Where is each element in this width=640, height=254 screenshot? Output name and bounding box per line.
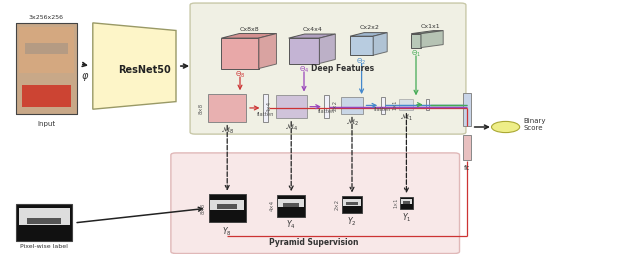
Bar xyxy=(16,23,77,114)
Polygon shape xyxy=(289,34,335,38)
Bar xyxy=(346,202,358,205)
Bar xyxy=(16,204,72,241)
Text: Cx1x1: Cx1x1 xyxy=(420,24,440,29)
Bar xyxy=(426,99,429,110)
Bar xyxy=(381,97,385,114)
Text: Cx2x2: Cx2x2 xyxy=(359,25,380,30)
Polygon shape xyxy=(319,34,335,64)
Bar xyxy=(19,27,74,73)
Text: $\mathcal{M}_1$: $\mathcal{M}_1$ xyxy=(400,112,413,123)
Polygon shape xyxy=(412,31,443,34)
Circle shape xyxy=(492,121,520,133)
Bar xyxy=(400,197,413,209)
Polygon shape xyxy=(221,38,259,69)
Polygon shape xyxy=(421,31,443,48)
Bar xyxy=(341,97,364,114)
Bar xyxy=(276,95,307,118)
Bar xyxy=(263,94,268,122)
Polygon shape xyxy=(350,33,387,36)
Text: $\mathcal{M}_2$: $\mathcal{M}_2$ xyxy=(346,116,358,128)
Bar xyxy=(278,199,304,207)
Text: Binary
Score: Binary Score xyxy=(524,118,546,131)
Text: $\mathcal{M}_8$: $\mathcal{M}_8$ xyxy=(221,125,234,136)
Bar xyxy=(217,204,237,209)
Text: 1×1: 1×1 xyxy=(392,100,397,110)
Polygon shape xyxy=(412,34,421,48)
Bar xyxy=(463,135,471,160)
Bar xyxy=(399,99,413,110)
Bar xyxy=(463,93,471,126)
Bar xyxy=(342,196,362,213)
Bar xyxy=(16,23,77,114)
Text: 4×4: 4×4 xyxy=(267,101,272,112)
Text: 3x256x256: 3x256x256 xyxy=(29,15,64,20)
Text: $\Theta_4$: $\Theta_4$ xyxy=(299,65,309,75)
Polygon shape xyxy=(93,23,176,109)
Bar xyxy=(22,85,71,107)
Text: Cx4x4: Cx4x4 xyxy=(302,27,323,32)
Text: $Y_8$: $Y_8$ xyxy=(222,226,232,238)
Text: Cx8x8: Cx8x8 xyxy=(240,27,259,32)
Text: $Y_2$: $Y_2$ xyxy=(348,215,356,228)
Bar xyxy=(277,195,305,216)
Text: 8×8: 8×8 xyxy=(200,203,205,214)
Text: ResNet50: ResNet50 xyxy=(118,65,170,75)
Bar xyxy=(208,94,246,122)
Text: 2×2: 2×2 xyxy=(335,199,340,210)
Bar xyxy=(210,200,244,210)
Bar xyxy=(284,203,299,207)
Text: Pixel-wise label: Pixel-wise label xyxy=(20,244,68,249)
FancyBboxPatch shape xyxy=(171,153,460,253)
Text: fc: fc xyxy=(464,165,470,171)
Text: Pyramid Supervision: Pyramid Supervision xyxy=(269,238,358,247)
Text: Input: Input xyxy=(37,121,56,127)
Bar xyxy=(209,194,246,222)
Text: 1×1: 1×1 xyxy=(394,198,399,208)
Text: $\Theta_8$: $\Theta_8$ xyxy=(235,70,245,80)
Bar xyxy=(25,43,68,54)
Text: 4×4: 4×4 xyxy=(269,200,275,211)
Bar xyxy=(342,199,362,206)
Polygon shape xyxy=(350,36,373,55)
Bar xyxy=(28,218,61,224)
Text: Deep Features: Deep Features xyxy=(311,64,374,73)
Text: flatten: flatten xyxy=(374,107,392,112)
Polygon shape xyxy=(221,34,276,38)
Text: $\mathcal{M}_4$: $\mathcal{M}_4$ xyxy=(285,121,298,133)
Polygon shape xyxy=(289,38,319,64)
Text: $\Theta_2$: $\Theta_2$ xyxy=(356,56,367,67)
Bar xyxy=(19,208,70,225)
Bar xyxy=(401,199,412,204)
Text: flatten: flatten xyxy=(317,109,335,114)
Text: 8×8: 8×8 xyxy=(199,102,204,114)
Text: $Y_1$: $Y_1$ xyxy=(402,211,411,224)
Text: 2×2: 2×2 xyxy=(332,100,337,111)
Polygon shape xyxy=(259,34,276,69)
Text: flatten: flatten xyxy=(257,112,275,117)
Text: $Y_4$: $Y_4$ xyxy=(286,219,296,231)
Text: $\Theta_1$: $\Theta_1$ xyxy=(411,49,421,59)
Text: $\varphi$: $\varphi$ xyxy=(81,71,89,83)
FancyBboxPatch shape xyxy=(190,3,466,134)
Bar xyxy=(403,201,410,204)
Polygon shape xyxy=(373,33,387,55)
Bar xyxy=(324,95,329,118)
